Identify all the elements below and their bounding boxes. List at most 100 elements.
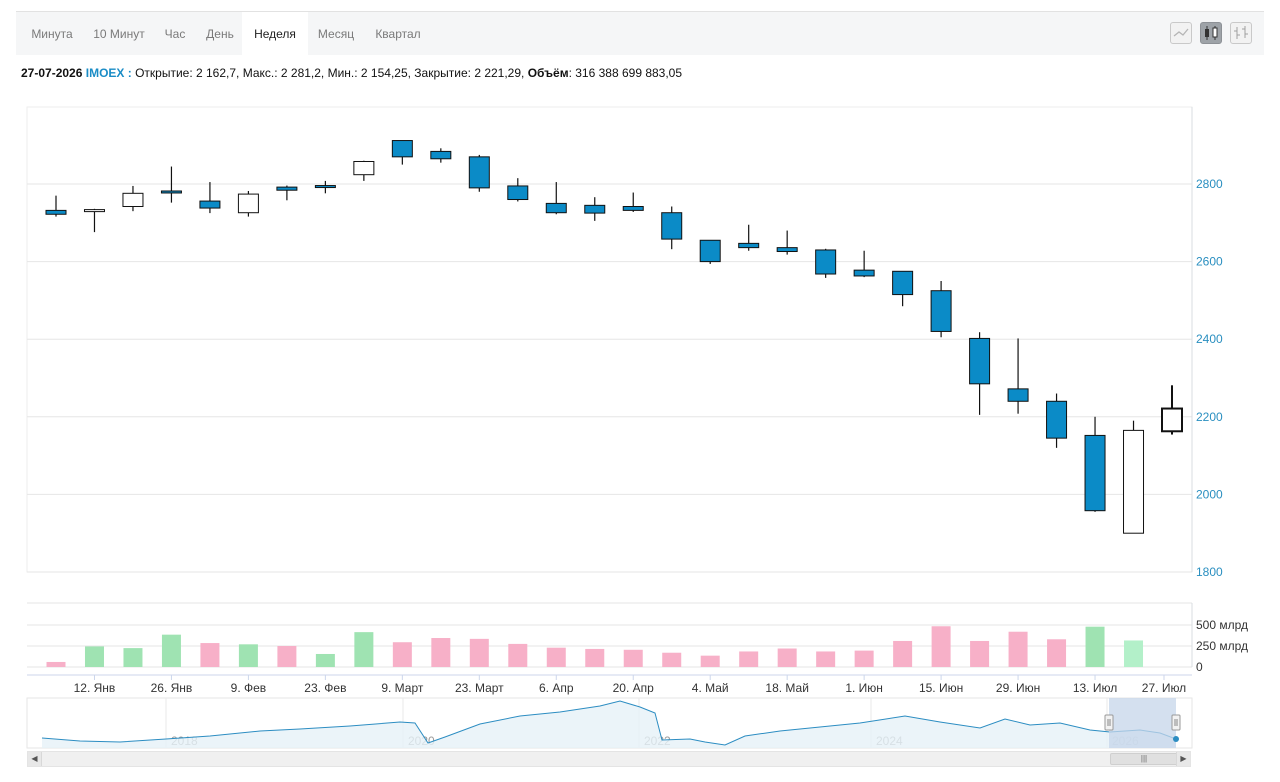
volume-bar xyxy=(277,646,297,667)
candle xyxy=(892,270,914,307)
x-tick-label: 1. Июн xyxy=(845,681,883,695)
volume-tick-label: 0 xyxy=(1196,660,1203,674)
candle-body xyxy=(1046,400,1068,439)
volume-bar xyxy=(1047,639,1067,667)
candle-body xyxy=(930,290,952,332)
candle-body xyxy=(468,156,490,189)
volume-tick-label: 250 млрд xyxy=(1196,639,1248,653)
candle xyxy=(1007,338,1029,414)
candlestick-button[interactable] xyxy=(1200,22,1222,44)
volume-bar xyxy=(392,642,412,667)
x-tick-label: 12. Янв xyxy=(74,681,116,695)
info-ohlc: Открытие: 2 162,7, Макс.: 2 281,2, Мин.:… xyxy=(135,66,528,80)
candle xyxy=(930,281,952,338)
info-symbol: IMOEX xyxy=(85,66,125,80)
y-tick-label: 2600 xyxy=(1196,255,1223,269)
candle xyxy=(160,166,182,203)
x-tick-label: 23. Март xyxy=(455,681,504,695)
candle xyxy=(661,206,683,250)
volume-bar xyxy=(508,643,528,667)
candle-body xyxy=(122,192,144,208)
tab-minute[interactable]: Минута xyxy=(31,27,73,41)
ohlc-bars-icon xyxy=(1234,26,1248,39)
candle-body xyxy=(507,185,529,201)
navigator-scrollbar[interactable]: ◀ ||| ▶ xyxy=(27,751,1191,767)
candle xyxy=(545,182,567,215)
candle-body xyxy=(160,190,182,194)
volume-bar xyxy=(431,638,451,667)
volume-bar xyxy=(238,644,258,667)
candle-body xyxy=(969,337,991,385)
line-chart-button[interactable] xyxy=(1170,22,1192,44)
candle-body xyxy=(853,269,875,277)
info-separator: : xyxy=(124,66,136,80)
scroll-left-arrow[interactable]: ◀ xyxy=(28,752,42,766)
volume-bar xyxy=(623,649,643,667)
navigator-handle[interactable] xyxy=(1171,714,1181,731)
candle-body xyxy=(699,239,721,263)
volume-bar xyxy=(84,646,104,667)
candle-body xyxy=(199,200,221,209)
scroll-right-arrow[interactable]: ▶ xyxy=(1176,752,1190,766)
candle xyxy=(430,148,452,163)
candle xyxy=(853,250,875,278)
volume-bar xyxy=(1124,640,1144,667)
y-tick-label: 2200 xyxy=(1196,410,1223,424)
volume-bar xyxy=(585,648,605,667)
tab-quarter[interactable]: Квартал xyxy=(375,27,421,41)
candle-body xyxy=(276,186,298,191)
timeframe-tabs-bar: Минута 10 Минут Час День Неделя Месяц Кв… xyxy=(16,11,1264,56)
volume-bar xyxy=(123,648,143,667)
y-tick-label: 2000 xyxy=(1196,487,1223,501)
tab-month[interactable]: Месяц xyxy=(317,27,355,41)
x-tick-label: 18. Май xyxy=(765,681,809,695)
line-chart-icon xyxy=(1173,28,1189,37)
x-tick-label: 27. Июл xyxy=(1142,681,1186,695)
volume-bar xyxy=(931,626,951,667)
candle xyxy=(353,160,375,181)
candle-body xyxy=(1007,388,1029,402)
volume-bar xyxy=(161,634,181,667)
candle xyxy=(815,248,837,278)
scroll-thumb[interactable]: ||| xyxy=(1110,753,1178,765)
navigator[interactable]: 20182020202220242026 xyxy=(26,697,1193,749)
x-tick-label: 9. Март xyxy=(381,681,424,695)
ohlc-bars-button[interactable] xyxy=(1230,22,1252,44)
navigator-selection xyxy=(1109,698,1176,748)
price-axis: 1800 2000 2200 2400 2600 2800 xyxy=(1196,177,1223,579)
candle-body xyxy=(1084,434,1106,512)
candle xyxy=(314,180,336,194)
y-tick-label: 2800 xyxy=(1196,177,1223,191)
candle xyxy=(276,185,298,201)
tab-day[interactable]: День xyxy=(206,27,234,41)
navigator-handle[interactable] xyxy=(1104,714,1114,731)
candle-body xyxy=(776,247,798,253)
candle-body xyxy=(391,140,413,158)
tab-10-minutes[interactable]: 10 Минут xyxy=(93,27,145,41)
candle-body xyxy=(892,270,914,296)
x-tick-label: 15. Июн xyxy=(919,681,963,695)
grid-lines xyxy=(26,106,1193,573)
candle xyxy=(237,190,259,217)
tab-hour[interactable]: Час xyxy=(164,27,186,41)
candle xyxy=(1046,393,1068,448)
candlestick-series xyxy=(45,140,1183,534)
volume-bar xyxy=(854,650,874,667)
info-volume-value: : 316 388 699 883,05 xyxy=(568,66,683,80)
volume-bar xyxy=(546,647,566,667)
candle xyxy=(83,208,105,233)
tab-week[interactable]: Неделя xyxy=(242,12,308,56)
info-date: 27-07-2026 xyxy=(21,66,83,80)
volume-bar xyxy=(662,652,682,667)
candle-body xyxy=(622,206,644,211)
candle xyxy=(45,195,67,217)
candle-body xyxy=(83,209,105,213)
volume-bar xyxy=(816,651,836,667)
navigator-end-marker xyxy=(1173,736,1179,742)
volume-bar xyxy=(893,640,913,667)
candle xyxy=(199,182,221,214)
y-tick-label: 1800 xyxy=(1196,565,1223,579)
date-axis: 12. Янв 26. Янв 9. Фев 23. Фев 9. Март 23. Ма… xyxy=(27,674,1192,695)
candle-body xyxy=(1161,407,1183,433)
